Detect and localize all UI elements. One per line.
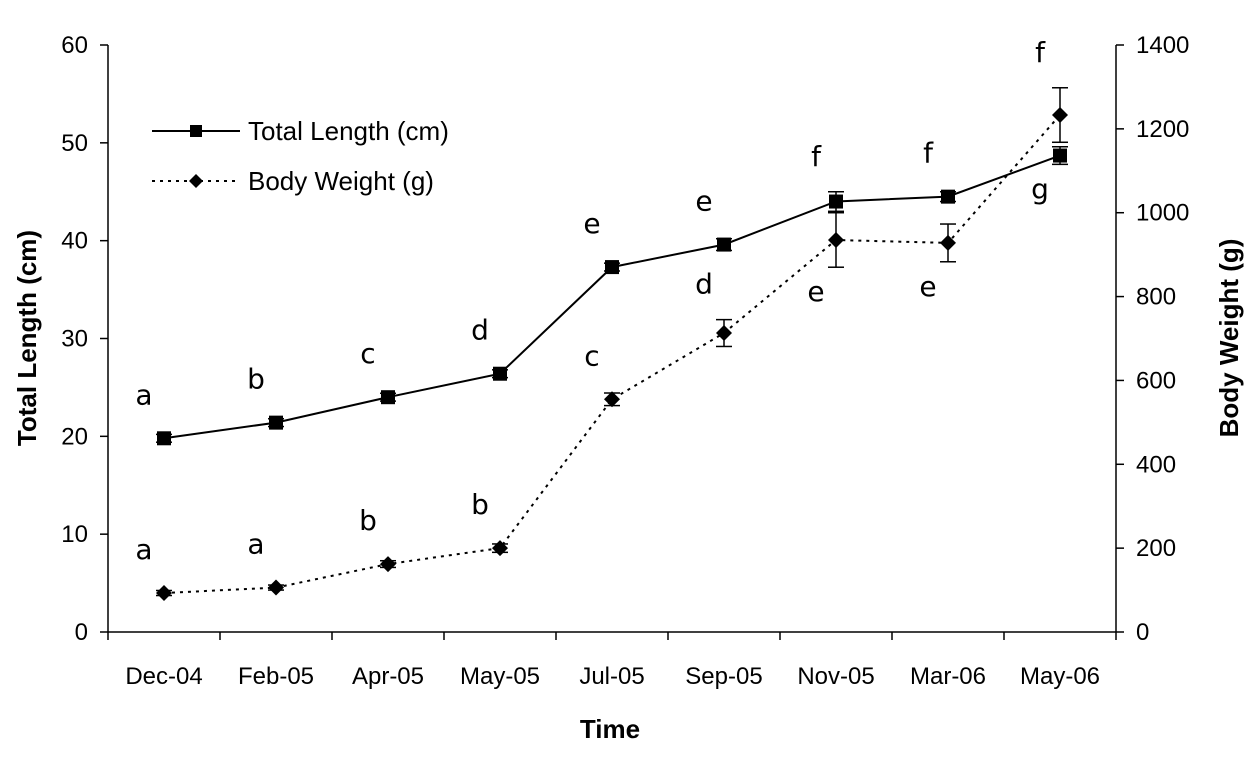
y-right-tick-label: 0 [1136,619,1149,646]
data-point-total-length [829,194,843,209]
significance-letter: e [807,275,824,308]
x-tick-label: May-05 [460,663,540,690]
data-point-total-length [605,260,619,275]
data-point-body-weight [156,585,172,602]
data-point-body-weight [940,234,956,251]
legend: Total Length (cm) Body Weight (g) [152,116,449,196]
x-tick-label: Sep-05 [685,663,762,690]
significance-letter: d [471,314,489,347]
significance-letter: c [584,339,599,372]
y-left-tick-label: 10 [61,521,88,548]
data-point-body-weight [268,579,284,596]
data-point-body-weight [604,391,620,408]
y-right-tick-label: 200 [1136,535,1176,562]
significance-letter: b [247,363,265,396]
y-axis-left-title: Total Length (cm) [12,230,42,446]
significance-letter: a [247,528,264,561]
data-point-body-weight [492,540,508,557]
significance-letter: b [359,504,377,537]
data-point-total-length [1053,148,1067,163]
significance-letter: f [1035,36,1046,69]
data-point-body-weight [380,556,396,573]
significance-letter: e [695,185,712,218]
y-right-tick-label: 600 [1136,367,1176,394]
legend-swatch-marker-total-length [190,125,202,137]
significance-letter: f [923,137,934,170]
y-left-tick-label: 50 [61,130,88,157]
y-left-tick-label: 60 [61,32,88,59]
x-tick-label: Jul-05 [579,663,644,690]
data-point-body-weight [716,325,732,342]
data-point-total-length [269,415,283,430]
significance-letter: a [135,533,152,566]
legend-label-total-length: Total Length (cm) [248,116,449,146]
data-point-total-length [941,189,955,204]
significance-letter: d [695,268,713,301]
y-left-tick-label: 0 [75,619,88,646]
y-right-tick-label: 400 [1136,451,1176,478]
significance-letter: e [583,207,600,240]
series-layer: a b c d e e f f g a a b b c d e e f [135,36,1068,602]
axes: 01020304050600200400600800100012001400De… [61,32,1189,690]
x-tick-label: Apr-05 [352,663,424,690]
y-right-tick-label: 800 [1136,284,1176,311]
data-point-total-length [493,366,507,381]
y-right-tick-label: 1400 [1136,32,1189,59]
y-axis-right-title: Body Weight (g) [1214,239,1244,438]
significance-letter: e [919,270,936,303]
y-left-tick-label: 30 [61,326,88,353]
significance-letter: g [1031,172,1049,205]
y-left-tick-label: 20 [61,423,88,450]
legend-label-body-weight: Body Weight (g) [248,166,434,196]
significance-letter: f [811,140,822,173]
data-point-body-weight [1052,107,1068,124]
x-tick-label: Mar-06 [910,663,986,690]
x-axis-title: Time [580,714,640,744]
significance-letter: a [135,378,152,411]
x-tick-label: May-06 [1020,663,1100,690]
y-left-tick-label: 40 [61,228,88,255]
data-point-total-length [717,237,731,252]
data-point-total-length [157,431,171,446]
significance-letter: b [471,488,489,521]
x-tick-label: Feb-05 [238,663,314,690]
y-right-tick-label: 1000 [1136,200,1189,227]
legend-swatch-marker-body-weight [189,174,203,188]
y-right-tick-label: 1200 [1136,116,1189,143]
x-tick-label: Nov-05 [797,663,874,690]
x-tick-label: Dec-04 [125,663,202,690]
significance-letter: c [360,337,375,370]
data-point-total-length [381,390,395,405]
data-point-body-weight [828,231,844,248]
